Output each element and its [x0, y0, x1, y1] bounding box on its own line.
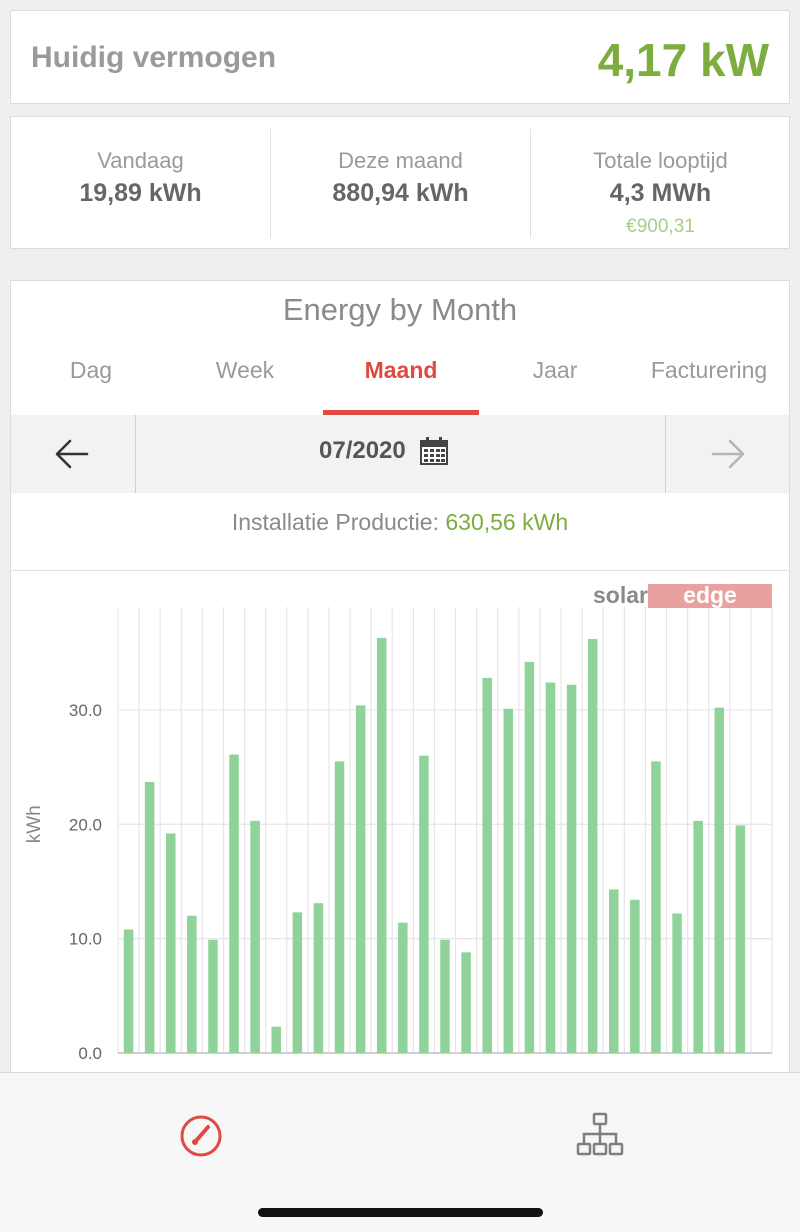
tab-dag[interactable]: Dag	[69, 357, 113, 383]
bar-day-27[interactable]	[672, 913, 682, 1053]
installation-production: Installatie Productie: 630,56 kWh	[11, 509, 789, 536]
stat-today-value: 19,89 kWh	[79, 179, 202, 207]
dashboard-gauge-icon	[180, 1115, 222, 1157]
stats-divider	[270, 129, 271, 238]
date-bar-separator	[665, 415, 666, 493]
stat-month-value: 880,94 kWh	[332, 179, 469, 207]
chart-title: Energy by Month	[282, 292, 518, 327]
tab-facturering[interactable]: Facturering	[650, 357, 768, 383]
svg-text:solar: solar	[593, 582, 648, 608]
bar-day-1[interactable]	[123, 929, 134, 1053]
bar-day-28[interactable]	[693, 820, 703, 1053]
stat-month: Deze maand 880,94 kWh	[271, 117, 530, 250]
bar-day-21[interactable]	[545, 682, 556, 1053]
stat-lifetime-value: 4,3 MWh	[609, 179, 712, 207]
production-label: Installatie Productie:	[231, 509, 446, 535]
date-bar-separator	[135, 415, 136, 493]
stat-lifetime-label: Totale looptijd	[593, 148, 728, 173]
site-layout-icon	[576, 1112, 624, 1156]
bar-day-11[interactable]	[334, 761, 345, 1053]
production-value: 630,56 kWh	[445, 509, 569, 535]
current-power-card: Huidig vermogen 4,17 kW	[10, 10, 790, 104]
y-tick-label: 10.0	[69, 930, 102, 949]
bar-day-29[interactable]	[714, 707, 725, 1053]
bar-day-12[interactable]	[355, 705, 366, 1053]
bar-day-6[interactable]	[229, 754, 239, 1053]
bar-day-7[interactable]	[250, 820, 260, 1053]
svg-text:edge: edge	[683, 582, 737, 608]
bar-day-20[interactable]	[524, 661, 535, 1053]
calendar-icon	[420, 437, 449, 465]
bar-day-4[interactable]	[187, 915, 197, 1053]
bar-day-23[interactable]	[587, 639, 598, 1053]
selected-date: 07/2020	[319, 437, 406, 464]
tab-maand[interactable]: Maand	[364, 357, 438, 383]
current-power-value: 4,17 kW	[597, 34, 769, 86]
arrow-right-icon	[711, 439, 745, 469]
next-period-button[interactable]	[665, 415, 789, 493]
dashboard-nav-button[interactable]	[178, 1113, 224, 1159]
active-tab-indicator	[323, 410, 479, 415]
stat-lifetime: Totale looptijd 4,3 MWh €900,31	[531, 117, 790, 250]
bar-day-26[interactable]	[651, 761, 661, 1053]
bar-day-8[interactable]	[271, 1026, 281, 1053]
current-power-label: Huidig vermogen	[31, 41, 277, 74]
date-navigator: 07/2020	[11, 415, 789, 493]
stat-today: Vandaag 19,89 kWh	[11, 117, 270, 250]
bar-day-18[interactable]	[482, 677, 492, 1053]
bar-day-9[interactable]	[292, 912, 303, 1053]
energy-bar-chart: 0.0 10.0 20.0 30.0 kWh solar edge	[24, 582, 773, 1063]
energy-stats-card: Vandaag 19,89 kWh Deze maand 880,94 kWh …	[10, 116, 790, 249]
bar-day-2[interactable]	[144, 781, 155, 1053]
bar-day-13[interactable]	[376, 637, 387, 1053]
bar-day-16[interactable]	[440, 939, 450, 1053]
tab-week[interactable]: Week	[215, 357, 275, 383]
arrow-left-icon	[55, 439, 89, 469]
production-divider	[11, 570, 789, 571]
solaredge-logo: solar edge	[593, 582, 772, 608]
bar-day-10[interactable]	[313, 903, 324, 1053]
bar-day-3[interactable]	[165, 833, 176, 1053]
bar-day-5[interactable]	[208, 939, 218, 1053]
bar-day-14[interactable]	[398, 922, 408, 1053]
bar-day-15[interactable]	[419, 755, 429, 1053]
bar-day-22[interactable]	[566, 684, 577, 1053]
bar-day-30[interactable]	[735, 825, 746, 1053]
stats-divider	[530, 129, 531, 238]
home-indicator	[258, 1208, 543, 1217]
y-tick-label: 30.0	[69, 701, 102, 720]
stat-today-label: Vandaag	[97, 148, 184, 173]
bar-day-24[interactable]	[609, 889, 619, 1053]
site-layout-nav-button[interactable]	[576, 1111, 624, 1159]
y-axis-label: kWh	[24, 805, 45, 843]
y-tick-label: 0.0	[78, 1044, 102, 1063]
bar-day-19[interactable]	[503, 708, 514, 1053]
y-tick-label: 20.0	[69, 815, 102, 834]
tab-jaar[interactable]: Jaar	[532, 357, 578, 383]
bar-day-25[interactable]	[630, 899, 640, 1053]
stat-lifetime-revenue: €900,31	[626, 216, 695, 237]
date-picker[interactable]: 07/2020	[319, 437, 449, 471]
previous-period-button[interactable]	[11, 415, 135, 493]
energy-chart-card: Energy by Month Dag Week Maand Jaar Fact…	[10, 280, 790, 1080]
stat-month-label: Deze maand	[338, 148, 463, 173]
bottom-navigation-bar	[0, 1072, 800, 1232]
bar-day-17[interactable]	[461, 952, 471, 1053]
